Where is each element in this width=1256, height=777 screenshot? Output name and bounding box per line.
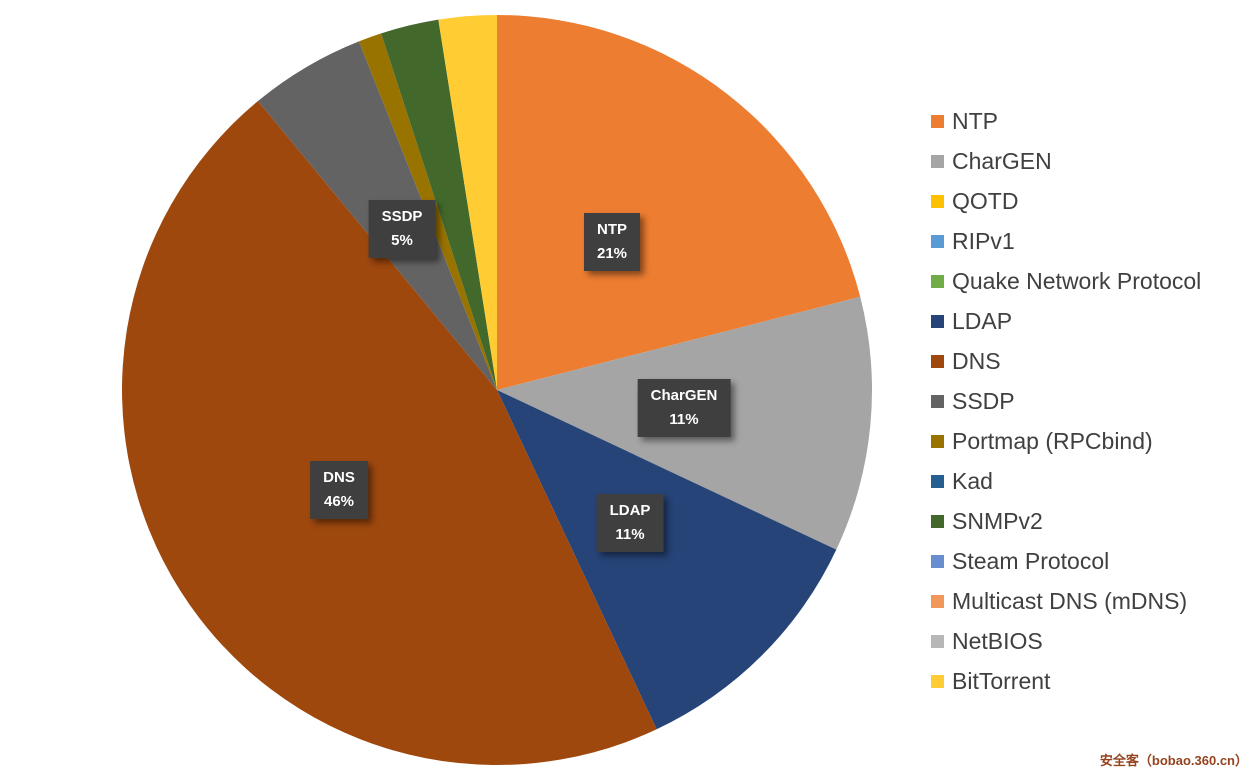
legend-label: LDAP — [952, 307, 1013, 334]
legend-swatch-dns — [931, 354, 944, 368]
legend-swatch-ntp — [931, 114, 944, 128]
legend-item-ldap: LDAP — [931, 301, 1253, 341]
legend-swatch-portmap-rpcbind — [931, 434, 944, 448]
legend-swatch-steam-protocol — [931, 554, 944, 568]
legend-swatch-chargen — [931, 154, 944, 168]
pie-slice-ldap — [497, 390, 837, 730]
pie-slice-bittorrent — [438, 15, 497, 390]
legend-item-dns: DNS — [931, 341, 1253, 381]
watermark: 安全客（bobao.360.cn） — [1099, 753, 1248, 768]
legend-label: Multicast DNS (mDNS) — [952, 587, 1188, 614]
legend-item-ripv1: RIPv1 — [931, 221, 1253, 261]
legend-swatch-quake-network-protocol — [931, 274, 944, 288]
legend-label: Steam Protocol — [952, 547, 1110, 574]
legend-item-bittorrent: BitTorrent — [931, 661, 1253, 701]
legend-swatch-ripv1 — [931, 234, 944, 248]
legend-label: NetBIOS — [952, 627, 1043, 654]
legend-item-quake-network-protocol: Quake Network Protocol — [931, 261, 1253, 301]
legend-item-qotd: QOTD — [931, 181, 1253, 221]
legend-swatch-netbios — [931, 634, 944, 648]
legend-item-ntp: NTP — [931, 101, 1253, 141]
legend-label: Portmap (RPCbind) — [952, 427, 1153, 454]
legend-item-snmpv2: SNMPv2 — [931, 501, 1253, 541]
legend-item-ssdp: SSDP — [931, 381, 1253, 421]
legend-label: SNMPv2 — [952, 507, 1043, 534]
legend-item-portmap-rpcbind: Portmap (RPCbind) — [931, 421, 1253, 461]
legend-item-netbios: NetBIOS — [931, 621, 1253, 661]
pie-slice-ntp — [497, 14, 861, 390]
legend: NTP CharGEN QOTD RIPv1 Quake Network Protoco… — [931, 101, 1253, 701]
legend-label: RIPv1 — [952, 227, 1015, 254]
pie-slice-dns — [122, 101, 657, 765]
legend-swatch-kad — [931, 474, 944, 488]
legend-item-multicast-dns-mdns: Multicast DNS (mDNS) — [931, 581, 1253, 621]
legend-label: BitTorrent — [952, 667, 1051, 694]
legend-item-kad: Kad — [931, 461, 1253, 501]
legend-swatch-ssdp — [931, 394, 944, 408]
legend-item-steam-protocol: Steam Protocol — [931, 541, 1253, 581]
legend-label: Kad — [952, 467, 993, 494]
legend-swatch-snmpv2 — [931, 514, 944, 528]
legend-swatch-multicast-dns-mdns — [931, 594, 944, 608]
legend-swatch-bittorrent — [931, 674, 944, 688]
legend-label: SSDP — [952, 387, 1015, 414]
pie-slice-snmpv2 — [381, 19, 497, 391]
legend-swatch-qotd — [931, 194, 944, 208]
legend-label: DNS — [952, 347, 1001, 374]
legend-label: CharGEN — [952, 147, 1052, 174]
legend-label: NTP — [952, 107, 998, 134]
legend-swatch-ldap — [931, 314, 944, 328]
legend-label: Quake Network Protocol — [952, 267, 1202, 294]
legend-item-chargen: CharGEN — [931, 141, 1253, 181]
legend-label: QOTD — [952, 187, 1019, 214]
